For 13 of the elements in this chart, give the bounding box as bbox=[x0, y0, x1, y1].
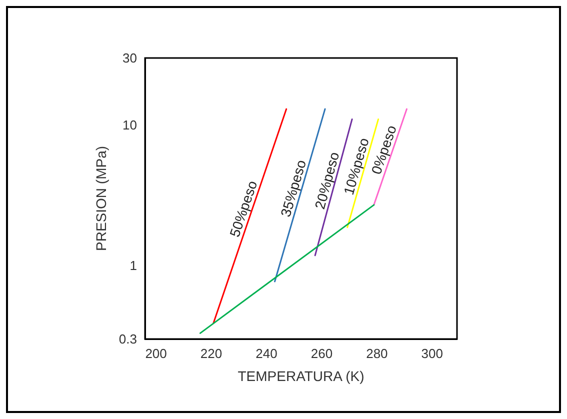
x-tick-label: 260 bbox=[310, 346, 333, 361]
y-axis-title: PRESION (MPa) bbox=[93, 146, 110, 252]
x-tick-label: 240 bbox=[256, 346, 278, 361]
x-axis-title: TEMPERATURA (K) bbox=[238, 368, 364, 384]
y-tick-label: 1 bbox=[130, 258, 137, 274]
text: 20%peso bbox=[311, 150, 342, 211]
y-tick-label: 30 bbox=[122, 50, 137, 66]
x-tick-label: 200 bbox=[145, 346, 167, 361]
x-tick-label: 280 bbox=[366, 346, 388, 361]
y-tick-label: 0.3 bbox=[118, 332, 137, 346]
x-tick-label: 300 bbox=[421, 346, 443, 361]
x-tick-label: 220 bbox=[200, 346, 222, 361]
y-tick-label: 10 bbox=[122, 118, 137, 133]
